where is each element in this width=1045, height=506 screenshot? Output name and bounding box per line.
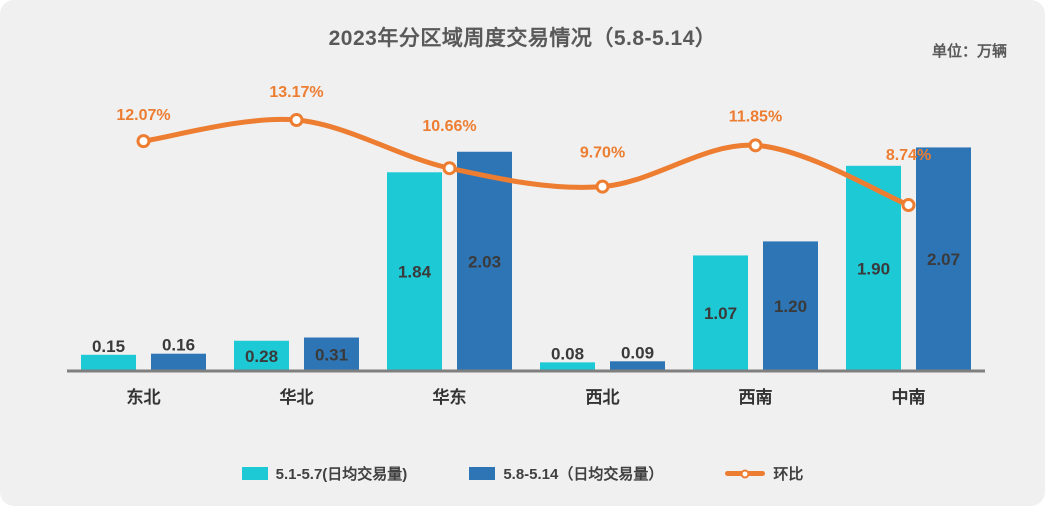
bar-value-label: 0.15 xyxy=(92,337,125,356)
legend-label-week1: 5.1-5.7(日均交易量) xyxy=(275,466,408,483)
bar-value-label: 0.28 xyxy=(245,347,278,366)
bar-week2-2 xyxy=(457,151,512,371)
ratio-value-label: 11.85% xyxy=(729,108,782,125)
bar-week2-1 xyxy=(304,337,359,371)
bar-value-label: 1.07 xyxy=(704,304,737,323)
chart-canvas: 0.15 0.28 1.84 0.08 1.07 1.90 0.16 0.31 2.03 0.09… xyxy=(67,84,985,407)
bar-week2-3 xyxy=(610,361,665,371)
ratio-line xyxy=(141,116,911,208)
bar-week1-2 xyxy=(387,172,442,371)
bar-value-label: 0.31 xyxy=(315,345,348,364)
bar-value-label: 0.08 xyxy=(551,344,584,363)
legend-item-week2[interactable]: 5.8-5.14（日均交易量） xyxy=(469,463,663,484)
unit-label: 单位：万辆 xyxy=(931,43,1007,60)
bar-value-label: 2.03 xyxy=(468,252,501,271)
category-label-0: 东北 xyxy=(127,387,161,407)
ratio-value-label: 10.66% xyxy=(422,118,476,135)
category-label-2: 华东 xyxy=(433,387,467,407)
ratio-value-label: 12.07% xyxy=(116,107,170,124)
bar-week1-4 xyxy=(693,255,748,371)
ratio-marker-2 xyxy=(442,161,457,176)
ratio-marker-3 xyxy=(595,179,610,194)
bar-week1-3 xyxy=(540,362,595,371)
legend: 5.1-5.7(日均交易量) 5.8-5.14（日均交易量） 环比 xyxy=(0,463,1045,484)
legend-swatch-blue xyxy=(469,467,496,480)
legend-line-marker-icon xyxy=(725,469,766,478)
bar-value-label: 0.09 xyxy=(621,343,654,362)
ratio-marker-5 xyxy=(901,198,916,213)
bar-value-label: 0.16 xyxy=(162,336,195,355)
bar-value-label: 1.84 xyxy=(398,263,432,282)
category-label-3: 西北 xyxy=(586,388,620,407)
chart-title: 2023年分区域周度交易情况（5.8-5.14） xyxy=(328,27,717,50)
legend-item-ratio[interactable]: 环比 xyxy=(725,463,803,484)
bar-week2-0 xyxy=(151,353,206,371)
ratio-marker-0 xyxy=(136,134,151,149)
bar-week1-0 xyxy=(81,354,136,371)
bar-week2-4 xyxy=(763,241,818,371)
category-label-5: 中南 xyxy=(892,387,926,407)
legend-item-week1[interactable]: 5.1-5.7(日均交易量) xyxy=(241,463,408,484)
legend-label-week2: 5.8-5.14（日均交易量） xyxy=(503,466,664,483)
bar-value-label: 1.20 xyxy=(774,297,807,316)
category-label-4: 西南 xyxy=(739,387,773,407)
ratio-value-label: 13.17% xyxy=(269,84,323,101)
bar-week1-1 xyxy=(234,340,289,371)
category-label-1: 华北 xyxy=(280,387,314,407)
ratio-value-label: 9.70% xyxy=(580,145,625,162)
bar-value-label: 1.90 xyxy=(857,259,890,278)
bar-week2-5 xyxy=(916,147,971,371)
ratio-value-label: 8.74% xyxy=(886,147,931,164)
legend-label-ratio: 环比 xyxy=(773,466,804,483)
bar-value-label: 2.07 xyxy=(927,250,960,269)
ratio-marker-4 xyxy=(748,138,763,153)
ratio-marker-1 xyxy=(289,113,304,127)
legend-swatch-cyan xyxy=(241,467,268,480)
